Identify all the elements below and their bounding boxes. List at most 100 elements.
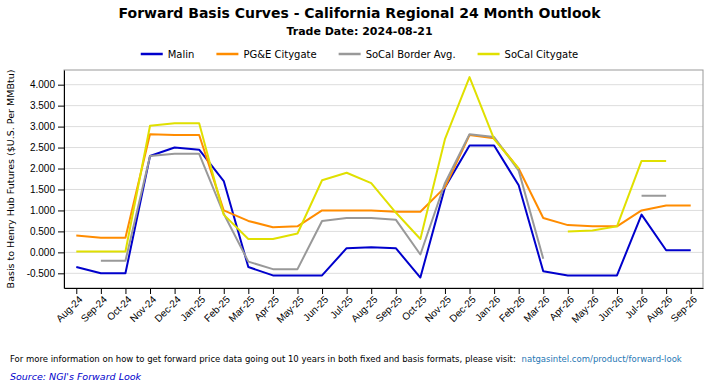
x-tick: May-25 [274, 288, 306, 325]
x-tick-mark [224, 288, 225, 294]
x-tick-label: Dec-25 [447, 293, 478, 324]
x-tick-mark [691, 288, 692, 294]
y-axis-line [64, 71, 65, 289]
legend-item: SoCal Border Avg. [339, 49, 456, 60]
grid-line [64, 147, 703, 148]
x-axis-line [65, 288, 704, 289]
subtitle: Trade Date: 2024-08-21 [286, 25, 432, 38]
legend-item: PG&E Citygate [216, 49, 316, 60]
y-tick-label: 3.500 [30, 100, 55, 111]
x-tick-label: Aug-25 [349, 293, 380, 324]
x-tick-mark [371, 288, 372, 294]
y-tick: 0.000 [30, 247, 64, 258]
x-tick-mark [592, 288, 593, 294]
y-tick-mark [58, 273, 64, 274]
grid-line [64, 105, 703, 106]
footer-text: For more information on how to get forwa… [10, 354, 519, 364]
y-tick-label: 0.500 [30, 226, 55, 237]
grid [64, 85, 703, 274]
legend-swatch [216, 53, 238, 56]
y-tick-mark [58, 189, 64, 190]
legend: Malin PG&E Citygate SoCal Border Avg. SoCal… [141, 49, 579, 60]
series-line [101, 134, 666, 269]
y-tick-label: 1.000 [30, 205, 55, 216]
legend-swatch [141, 53, 163, 56]
x-tick-label: Aug-26 [644, 293, 675, 324]
grid-line [64, 168, 703, 169]
y-tick-label: 2.500 [30, 142, 55, 153]
x-tick-label: Jun-25 [301, 293, 331, 323]
legend-label: SoCal Citygate [505, 49, 579, 60]
y-tick: 2.000 [30, 163, 64, 174]
series-group [76, 77, 690, 277]
x-tick-mark [420, 288, 421, 294]
y-tick-label: 1.500 [30, 184, 55, 195]
x-tick-mark [519, 288, 520, 294]
x-tick-mark [445, 288, 446, 294]
x-tick-mark [396, 288, 397, 294]
x-tick-mark [543, 288, 544, 294]
y-tick: 1.500 [30, 184, 64, 195]
y-tick-mark [58, 231, 64, 232]
x-tick-label: Dec-24 [152, 293, 183, 324]
x-tick-label: Feb-26 [497, 293, 527, 323]
source-text: Source: NGI's Forward Look [10, 371, 142, 382]
y-tick-mark [58, 106, 64, 107]
y-tick-mark [58, 148, 64, 149]
legend-label: PG&E Citygate [243, 49, 316, 60]
x-tick-mark [76, 288, 77, 294]
y-tick: 3.000 [30, 121, 64, 132]
y-tick-label: 3.000 [30, 121, 55, 132]
x-tick-mark [642, 288, 643, 294]
grid-line [64, 84, 703, 85]
x-tick: Jun-26 [596, 288, 626, 323]
x-tick-mark [494, 288, 495, 294]
x-tick-mark [175, 288, 176, 294]
legend-label: SoCal Border Avg. [366, 49, 456, 60]
grid-line [64, 273, 703, 274]
plot-area: -0.500 0.000 0.500 1.000 1.500 2.000 2.500 3.00… [27, 70, 704, 325]
x-tick-label: Sep-26 [668, 293, 699, 324]
y-tick: 4.000 [30, 79, 64, 90]
y-tick-label: 2.000 [30, 163, 55, 174]
legend-swatch [339, 53, 361, 56]
x-tick-label: Jun-26 [596, 293, 626, 323]
y-tick: 2.500 [30, 142, 64, 153]
title: Forward Basis Curves - California Region… [119, 5, 602, 21]
x-tick: Dec-25 [447, 288, 478, 324]
x-tick-mark [568, 288, 569, 294]
x-tick-label: May-26 [569, 293, 601, 325]
y-tick-mark [58, 252, 64, 253]
y-tick: 3.500 [30, 100, 64, 111]
x-tick-label: Aug-24 [54, 293, 85, 324]
y-tick: 0.500 [30, 226, 64, 237]
series-line [76, 77, 666, 251]
x-tick: Jun-25 [301, 288, 331, 323]
x-tick-mark [347, 288, 348, 294]
y-tick: 1.000 [30, 205, 64, 216]
legend-label: Malin [168, 49, 195, 60]
x-tick: May-26 [569, 288, 601, 325]
x-tick-mark [617, 288, 618, 294]
x-tick: Mar-25 [226, 288, 256, 324]
x-tick: Mar-26 [521, 288, 551, 324]
y-tick-mark [58, 210, 64, 211]
y-tick-label: -0.500 [27, 268, 56, 279]
y-tick-mark [58, 169, 64, 170]
series-line [76, 134, 690, 238]
x-tick-label: Sep-25 [373, 293, 404, 324]
x-tick-label: Mar-25 [226, 293, 256, 323]
grid-line [64, 231, 703, 232]
y-tick-mark [58, 85, 64, 86]
x-tick: Sep-24 [79, 288, 110, 324]
x-tick-mark [125, 288, 126, 294]
plot-frame [64, 70, 703, 288]
legend-swatch [478, 53, 500, 56]
x-tick-mark [199, 288, 200, 294]
y-axis: -0.500 0.000 0.500 1.000 1.500 2.000 2.500 3.00… [27, 71, 65, 289]
y-tick-label: 4.000 [30, 79, 55, 90]
x-tick: Sep-26 [668, 288, 699, 324]
x-tick-mark [248, 288, 249, 294]
x-tick-mark [273, 288, 274, 294]
x-tick: Dec-24 [152, 288, 183, 324]
